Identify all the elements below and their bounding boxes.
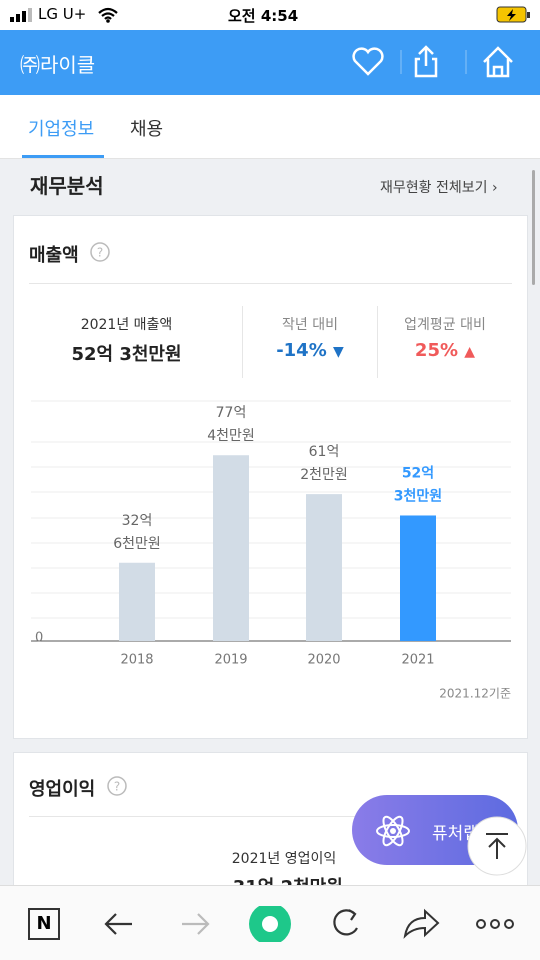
value-label: 2천만원 xyxy=(300,467,348,483)
help-icon[interactable]: ? xyxy=(89,241,111,263)
favorite-button[interactable] xyxy=(352,47,384,76)
card-title: 매출액 xyxy=(29,245,79,266)
more-button[interactable] xyxy=(476,919,514,929)
value-label: 32억 xyxy=(122,513,153,529)
share-button[interactable] xyxy=(403,908,440,939)
bar xyxy=(213,455,249,641)
value-label: 6천만원 xyxy=(113,536,161,552)
green-button[interactable] xyxy=(249,906,291,942)
summary-value: 52억 3천만원 xyxy=(71,344,182,365)
floating-label: 퓨처랩 xyxy=(432,824,479,844)
link-text: 재무현황 전체보기 xyxy=(380,180,488,196)
forward-button[interactable] xyxy=(182,913,210,935)
page-title: ㈜라이클 xyxy=(20,53,96,77)
bar xyxy=(400,515,436,641)
browser-toolbar: N xyxy=(0,885,540,960)
back-button[interactable] xyxy=(104,913,132,935)
industry-text: 25% xyxy=(414,340,459,361)
share-button[interactable] xyxy=(414,45,438,78)
battery-icon xyxy=(496,6,530,23)
x-tick-label: 2018 xyxy=(120,653,153,668)
industry-value: 25% ▲ xyxy=(414,340,476,361)
divider xyxy=(242,306,243,378)
tab-active[interactable]: 기업정보 xyxy=(28,119,95,140)
naver-button[interactable]: N xyxy=(28,908,60,940)
bar xyxy=(306,494,342,641)
chart-note: 2021.12기준 xyxy=(439,687,511,701)
yoy-text: -14% xyxy=(276,340,327,361)
industry-label: 업계평균 대비 xyxy=(404,317,486,333)
summary-label: 2021년 영업이익 xyxy=(231,851,337,867)
card-title: 영업이익 xyxy=(29,779,96,800)
y-tick-label: 0 xyxy=(35,631,43,646)
yoy-value: -14% ▼ xyxy=(276,340,344,361)
bar xyxy=(119,562,155,641)
atom-icon xyxy=(376,815,410,847)
scroll-top-button[interactable] xyxy=(466,815,528,877)
value-label: 3천만원 xyxy=(394,488,442,504)
value-label: 77억 xyxy=(216,405,247,421)
svg-text:?: ? xyxy=(97,246,103,260)
home-button[interactable] xyxy=(483,46,513,78)
x-tick-label: 2021 xyxy=(401,653,434,668)
divider xyxy=(377,306,378,378)
svg-text:?: ? xyxy=(114,780,120,794)
refresh-button[interactable] xyxy=(333,909,358,936)
header-actions xyxy=(352,45,513,78)
carrier: LG U+ xyxy=(38,5,87,23)
scrollbar xyxy=(532,170,535,285)
x-tick-label: 2019 xyxy=(214,653,247,668)
status-bar: LG U+ 오전 4:54 xyxy=(0,0,540,30)
revenue-card: 매출액 ? 2021년 매출액 52억 3천만원 작년 대비 -14% ▼ 업계… xyxy=(13,215,528,739)
clock: 오전 4:54 xyxy=(228,7,299,25)
tab[interactable]: 채용 xyxy=(130,119,164,140)
section-title: 재무분석 xyxy=(30,174,104,198)
section-link[interactable]: 재무현황 전체보기 › xyxy=(380,180,498,196)
wifi-icon xyxy=(98,7,118,23)
logo-text: N xyxy=(36,913,52,934)
x-tick-label: 2020 xyxy=(307,653,340,668)
value-label: 52억 xyxy=(402,465,434,481)
toolbar-icons xyxy=(104,906,514,942)
help-icon[interactable]: ? xyxy=(106,775,128,797)
signal-icon xyxy=(10,8,32,22)
tab-indicator xyxy=(22,155,104,158)
divider xyxy=(29,816,512,817)
grid xyxy=(31,400,511,619)
divider xyxy=(29,283,512,284)
summary-label: 2021년 매출액 xyxy=(80,317,173,333)
value-label: 61억 xyxy=(309,444,340,460)
tab-bar: 기업정보 채용 xyxy=(0,95,540,159)
value-label: 4천만원 xyxy=(207,428,255,444)
revenue-chart: 2021.12기준 0 2018 32억 6천만원 2019 77억 4천만원 2020 61억… xyxy=(31,400,511,701)
yoy-label: 작년 대비 xyxy=(282,317,338,333)
app-header: ㈜라이클 xyxy=(0,30,540,95)
